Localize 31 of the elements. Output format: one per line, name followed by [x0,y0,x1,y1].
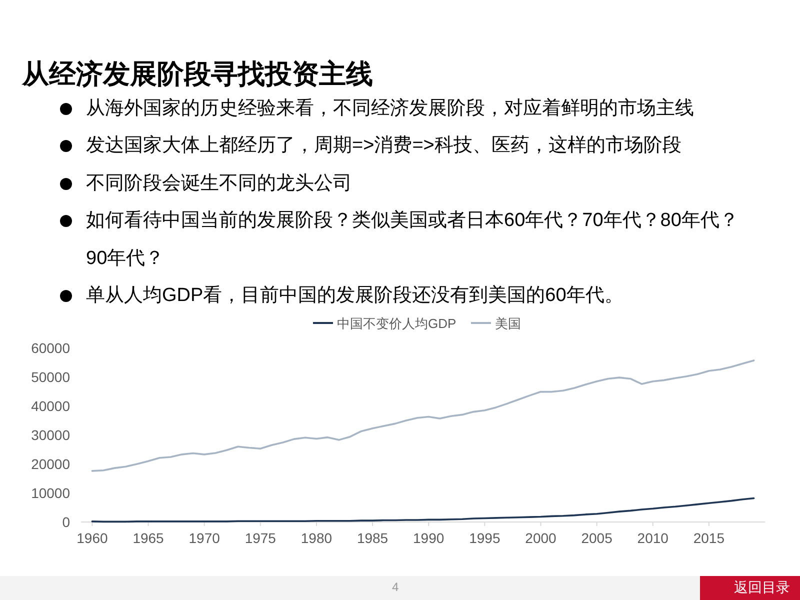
x-tick-label: 2000 [525,530,557,546]
x-tick-label: 2015 [693,530,725,546]
text: 从海外国家的历史经验来看，不同经济发展阶段，对应着鲜明的市场主线 [86,96,695,121]
x-tick-label: 2005 [581,530,613,546]
legend-label: 美国 [495,316,521,331]
x-tick-label: 1960 [76,530,108,546]
x-tick-label: 1965 [132,530,164,546]
x-tick-label: 1975 [244,530,276,546]
legend-label: 中国不变价人均GDP [337,316,456,331]
y-tick-label: 0 [62,514,70,530]
text: 4 [392,580,399,594]
y-tick-label: 50000 [31,369,70,385]
chart-title: 从经济发展阶段寻找投资主线 [22,58,373,92]
x-tick-label: 2010 [637,530,669,546]
text: 返回目录 [734,579,790,597]
text: 发达国家大体上都经历了，周期=>消费=>科技、医药，这样的市场阶段 [86,134,682,158]
y-tick-label: 60000 [31,340,70,356]
x-tick-label: 1980 [300,530,332,546]
line-series [91,497,755,523]
line-series [91,360,755,472]
y-tick-label: 20000 [31,456,70,472]
x-tick-label: 1995 [469,530,500,546]
y-tick-label: 40000 [31,398,70,414]
text: 单从人均GDP看，目前中国的发展阶段还没有到美国的60年代。 [86,284,624,308]
text: 如何看待中国当前的发展阶段？类似美国或者日本60年代？70年代？80年代？90年代？ [86,208,740,271]
x-tick-label: 1970 [188,530,220,546]
y-tick-label: 10000 [31,485,70,501]
x-tick-label: 1985 [356,530,388,546]
text: 不同阶段会诞生不同的龙头公司 [86,172,353,196]
y-tick-label: 30000 [31,427,70,443]
x-tick-label: 1990 [413,530,444,546]
